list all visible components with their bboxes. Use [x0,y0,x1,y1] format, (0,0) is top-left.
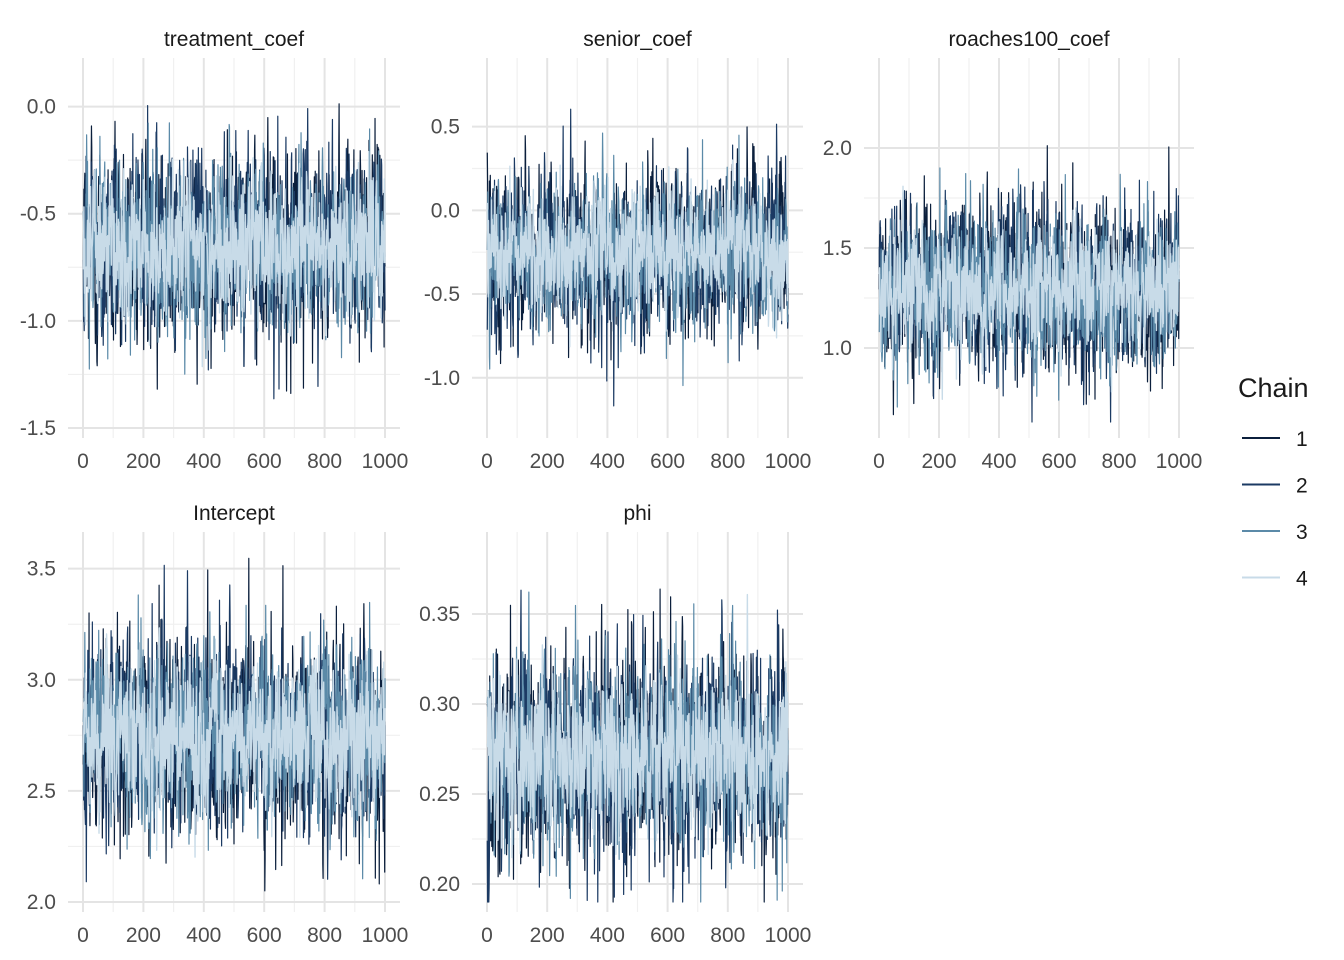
x-tick-label: 200 [530,924,565,947]
panel-title: phi [623,502,651,525]
x-tick-label: 600 [650,924,685,947]
y-tick-label: 0.30 [419,693,460,716]
legend-item-chain-3: 3 [1242,521,1308,544]
x-tick-label: 800 [307,924,342,947]
legend-label: 4 [1296,568,1308,591]
legend-label: 1 [1296,428,1308,451]
y-tick-label: 1.5 [823,237,852,260]
panel-title: senior_coef [583,28,692,51]
trace-line-chain-4 [878,185,1180,400]
x-tick-label: 200 [530,450,565,473]
legend-item-chain-4: 4 [1242,568,1308,591]
x-tick-label: 400 [981,450,1016,473]
legend-items: 1 2 3 4 [1242,428,1308,591]
x-tick-label: 400 [186,450,221,473]
legend-title: Chain [1238,373,1309,403]
y-tick-label: -0.5 [20,203,56,226]
legend-item-chain-1: 1 [1242,428,1308,451]
facet-panels: treatment_coef 0 200 400 600 800 1000 0.0 -0.5 -1… [20,28,1203,947]
y-tick-label: -1.0 [424,367,460,390]
y-tick-label: 0.20 [419,873,460,896]
x-tick-label: 200 [921,450,956,473]
panel-senior_coef: senior_coef 0 200 400 600 800 1000 0.5 0.0 -0.5 -1… [424,28,812,473]
legend-label: 3 [1296,521,1308,544]
x-tick-label: 1000 [765,924,812,947]
x-tick-label: 0 [77,450,89,473]
x-tick-label: 600 [247,450,282,473]
x-tick-label: 0 [481,924,493,947]
panel-title: treatment_coef [164,28,304,51]
x-tick-label: 200 [126,924,161,947]
panel-Intercept: Intercept 0 200 400 600 800 1000 3.5 3.0 2.5 2.0 [27,502,409,947]
y-tick-label: 3.0 [27,669,56,692]
trace-line-chain-4 [486,159,789,348]
y-tick-label: 0.25 [419,783,460,806]
trace-line-chain-4 [486,593,789,859]
x-tick-label: 800 [710,924,745,947]
x-tick-label: 1000 [362,924,409,947]
panel-title: roaches100_coef [948,28,1109,51]
trace-line-chain-4 [82,150,386,368]
x-tick-label: 0 [873,450,885,473]
y-tick-label: -0.5 [424,283,460,306]
panel-phi: phi 0 200 400 600 800 1000 0.35 0.30 0.25 0.20 [419,502,811,947]
y-tick-label: -1.0 [20,310,56,333]
x-tick-label: 600 [650,450,685,473]
x-tick-label: 1000 [362,450,409,473]
legend-item-chain-2: 2 [1242,475,1308,498]
panel-title: Intercept [193,502,275,525]
x-tick-label: 0 [77,924,89,947]
x-tick-label: 400 [590,450,625,473]
legend-label: 2 [1296,475,1308,498]
y-tick-label: 1.0 [823,337,852,360]
x-tick-label: 200 [126,450,161,473]
y-tick-label: 2.0 [27,891,56,914]
trace-line-chain-4 [82,627,386,858]
y-tick-label: 2.0 [823,137,852,160]
x-tick-label: 800 [1101,450,1136,473]
x-tick-label: 1000 [1156,450,1203,473]
y-tick-label: 0.0 [431,199,460,222]
x-tick-label: 0 [481,450,493,473]
panel-roaches100_coef: roaches100_coef 0 200 400 600 800 1000 2.0 1.5 1.… [823,28,1203,473]
x-tick-label: 600 [247,924,282,947]
y-tick-label: 2.5 [27,780,56,803]
panel-treatment_coef: treatment_coef 0 200 400 600 800 1000 0.0 -0.5 -1… [20,28,409,473]
x-tick-label: 800 [710,450,745,473]
x-tick-label: 1000 [765,450,812,473]
y-tick-label: 0.0 [27,96,56,119]
y-tick-label: -1.5 [20,417,56,440]
chain-legend: Chain 1 2 3 4 [1238,373,1309,591]
x-tick-label: 800 [307,450,342,473]
x-tick-label: 400 [186,924,221,947]
x-tick-label: 400 [590,924,625,947]
y-tick-label: 0.35 [419,603,460,626]
y-tick-label: 3.5 [27,558,56,581]
y-tick-label: 0.5 [431,116,460,139]
x-tick-label: 600 [1041,450,1076,473]
